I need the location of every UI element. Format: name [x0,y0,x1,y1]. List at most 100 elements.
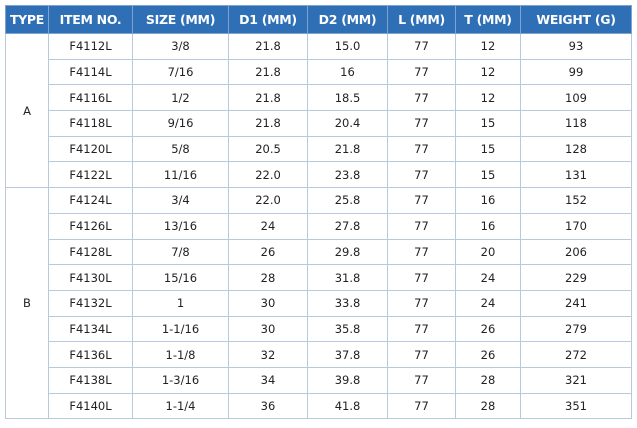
table-cell: 131 [520,161,632,189]
table-cell: F4118L [48,110,133,137]
table-cell: 35.8 [307,315,388,343]
header-cell: SIZE (MM) [132,5,229,34]
table-cell: F4128L [48,238,133,266]
table-cell: 321 [520,366,632,394]
table-cell: 12 [455,33,521,60]
table-cell: F4134L [48,315,133,343]
table-cell: 77 [387,110,456,137]
table-cell: 21.8 [228,84,308,112]
table-cell: 77 [387,264,456,291]
table-cell: F4132L [48,289,133,317]
table-row: F4120L 5/8 20.5 21.8 77 15 128 [6,135,632,163]
table-cell: 118 [520,110,632,137]
table-cell: 3/8 [132,33,229,60]
table-row: F4122L 11/16 22.0 23.8 77 15 131 [6,161,632,189]
header-cell: WEIGHT (G) [520,5,632,34]
table-row: F4116L 1/2 21.8 18.5 77 12 109 [6,84,632,112]
table-cell: 206 [520,238,632,266]
table-cell: 28 [455,392,521,420]
table-cell: 20.4 [307,110,388,137]
table-cell: 7/8 [132,238,229,266]
table-row: F4140L 1-1/4 36 41.8 77 28 351 [6,392,632,420]
table-cell: 152 [520,187,632,214]
table-cell: 3/4 [132,187,229,214]
table-cell: F4140L [48,392,133,420]
table-cell: 29.8 [307,238,388,266]
table-cell: 77 [387,84,456,112]
table-cell: 77 [387,212,456,240]
table-cell: 21.8 [307,135,388,163]
header-cell: L (MM) [387,5,456,34]
header-cell: TYPE [5,5,49,34]
table-row: F4134L 1-1/16 30 35.8 77 26 279 [6,315,632,343]
table-cell: 1-3/16 [132,366,229,394]
table-cell: 77 [387,187,456,214]
table-cell: 279 [520,315,632,343]
table-cell: 20 [455,238,521,266]
table-cell: 25.8 [307,187,388,214]
table-cell: F4116L [48,84,133,112]
table-cell: 1-1/4 [132,392,229,420]
table-cell: 41.8 [307,392,388,420]
table-row: F4130L 15/16 28 31.8 77 24 229 [6,264,632,291]
table-cell: 24 [228,212,308,240]
table-cell: 16 [307,58,388,86]
table-cell: F4124L [48,187,133,214]
table-cell: 15 [455,110,521,137]
table-cell: 23.8 [307,161,388,189]
table-cell: 37.8 [307,341,388,368]
table-cell: 77 [387,315,456,343]
table-cell: 30 [228,315,308,343]
table-cell: 1-1/16 [132,315,229,343]
table-row: F4126L 13/16 24 27.8 77 16 170 [6,212,632,240]
table-cell: 77 [387,33,456,60]
table-cell: 77 [387,161,456,189]
table-cell: 272 [520,341,632,368]
table-cell: 7/16 [132,58,229,86]
table-cell: 22.0 [228,161,308,189]
table-cell: 26 [228,238,308,266]
table-cell: 1/2 [132,84,229,112]
table-cell: 22.0 [228,187,308,214]
table-row: F4114L 7/16 21.8 16 77 12 99 [6,58,632,86]
header-row: TYPE ITEM NO. SIZE (MM) D1 (MM) D2 (MM) L (MM… [5,5,632,34]
table-cell: 93 [520,33,632,60]
table-cell: 39.8 [307,366,388,394]
table-cell: 21.8 [228,110,308,137]
table-cell: F4120L [48,135,133,163]
table-cell: 21.8 [228,58,308,86]
table-cell: 24 [455,289,521,317]
header-cell: ITEM NO. [48,5,133,34]
table-cell: 9/16 [132,110,229,137]
table-cell: 1-1/8 [132,341,229,368]
table-cell: 21.8 [228,33,308,60]
table-cell: F4138L [48,366,133,394]
table-cell: 351 [520,392,632,420]
table-cell: 77 [387,392,456,420]
table-cell: 24 [455,264,521,291]
table-cell: 77 [387,366,456,394]
table-cell: 33.8 [307,289,388,317]
type-cell: A [5,32,49,189]
table-cell: 30 [228,289,308,317]
table-row: B F4124L 3/4 22.0 25.8 77 16 152 [5,187,632,420]
table-cell: 170 [520,212,632,240]
table-cell: 241 [520,289,632,317]
table-cell: 32 [228,341,308,368]
table-cell: 26 [455,315,521,343]
spec-table: TYPE ITEM NO. SIZE (MM) D1 (MM) D2 (MM) L (MM… [5,5,632,420]
table-cell: 36 [228,392,308,420]
table-cell: 77 [387,341,456,368]
table-cell: 77 [387,289,456,317]
table-cell: 15 [455,135,521,163]
table-cell: F4136L [48,341,133,368]
table-cell: 15 [455,161,521,189]
table-cell: F4112L [48,33,133,60]
table-cell: F4126L [48,212,133,240]
table-cell: F4130L [48,264,133,291]
table-cell: 15/16 [132,264,229,291]
type-cell: B [5,187,49,420]
table-cell: 11/16 [132,161,229,189]
table-cell: 28 [455,366,521,394]
table-row: F4128L 7/8 26 29.8 77 20 206 [6,238,632,266]
